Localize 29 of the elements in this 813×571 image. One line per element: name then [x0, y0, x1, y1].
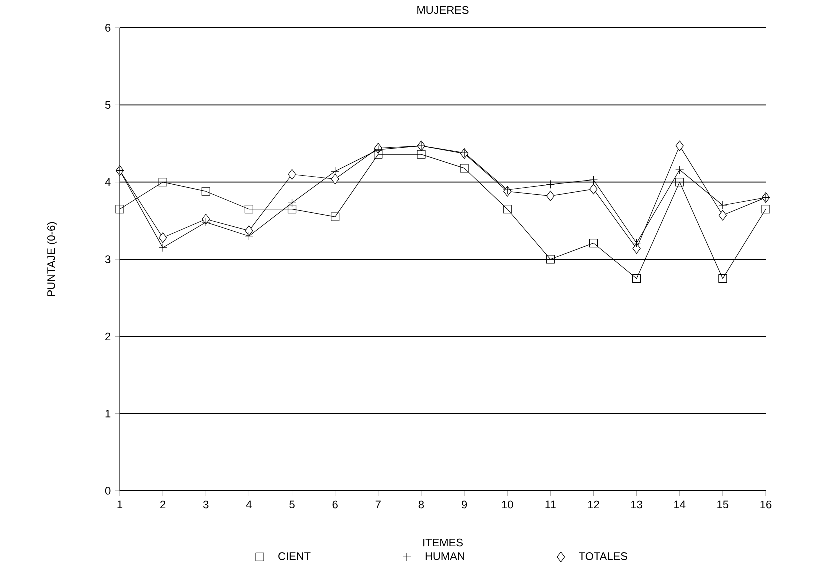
x-tick-label: 16	[760, 500, 772, 509]
y-tick-label: 1	[106, 410, 111, 418]
legend-label: TOTALES	[579, 552, 628, 560]
y-tick-label: 3	[105, 256, 111, 264]
x-tick-label: 4	[246, 500, 252, 508]
x-tick-label: 10	[502, 500, 514, 509]
x-tick-label: 15	[718, 500, 729, 509]
x-tick-label: 9	[462, 500, 468, 509]
x-tick-label: 6	[332, 500, 338, 509]
legend-label: CIENT	[278, 552, 311, 560]
x-tick-label: 2	[160, 500, 166, 509]
x-tick-label: 8	[418, 500, 424, 509]
y-tick-label: 2	[106, 332, 111, 341]
chart-title: MUJERES	[418, 6, 469, 14]
x-tick-label: 1	[118, 500, 123, 508]
y-tick-label: 5	[105, 101, 111, 110]
y-tick-label: 0	[105, 487, 111, 495]
x-tick-label: 7	[376, 500, 381, 508]
y-axis-title: PUNTAJE (0-6)	[47, 222, 58, 296]
x-tick-label: 5	[290, 500, 295, 509]
x-axis-title: ITEMES	[424, 538, 463, 547]
x-tick-label: 14	[674, 500, 686, 508]
x-tick-label: 12	[588, 500, 600, 509]
x-tick-label: 13	[632, 500, 642, 509]
y-tick-label: 6	[106, 24, 111, 32]
y-tick-label: 4	[105, 178, 111, 186]
x-tick-label: 3	[204, 500, 209, 509]
legend-label: HUMAN	[426, 552, 464, 560]
x-tick-label: 11	[546, 500, 556, 508]
